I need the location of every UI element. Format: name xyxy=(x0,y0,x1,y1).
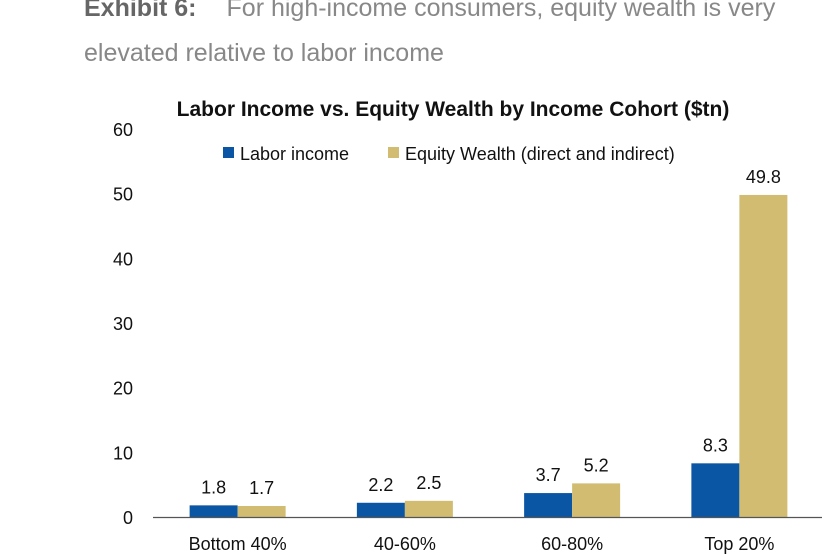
data-label: 3.7 xyxy=(536,465,561,485)
exhibit-title-line1: For high-income consumers, equity wealth… xyxy=(226,0,776,22)
data-label: 49.8 xyxy=(746,167,781,187)
y-tick-label: 0 xyxy=(123,508,133,528)
y-tick-label: 20 xyxy=(113,379,133,399)
bar-labor-income xyxy=(691,463,740,517)
data-label: 2.5 xyxy=(416,473,441,493)
y-tick-label: 10 xyxy=(113,443,133,463)
legend-swatch-equity-wealth xyxy=(388,147,399,158)
x-tick-label: 40-60% xyxy=(374,534,436,554)
bar-equity-wealth xyxy=(404,500,453,517)
chart-title: Labor Income vs. Equity Wealth by Income… xyxy=(177,98,730,121)
x-tick-label: Bottom 40% xyxy=(189,534,287,554)
x-axis: Bottom 40% 40-60% 60-80% Top 20% xyxy=(153,516,822,554)
legend-label: Equity Wealth (direct and indirect) xyxy=(405,144,675,164)
chart-legend: Labor income Equity Wealth (direct and in… xyxy=(223,144,675,164)
y-tick-label: 50 xyxy=(113,185,133,205)
x-tick-label: Top 20% xyxy=(704,534,774,554)
y-tick-label: 40 xyxy=(113,249,133,269)
bar-labor-income xyxy=(356,502,405,517)
data-label: 2.2 xyxy=(368,475,393,495)
x-tick-label: 60-80% xyxy=(541,534,603,554)
data-label: 1.7 xyxy=(249,478,274,498)
data-label: 8.3 xyxy=(703,435,728,455)
bar-labor-income xyxy=(189,505,238,517)
data-label: 5.2 xyxy=(584,455,609,475)
legend-swatch-labor-income xyxy=(223,147,234,158)
legend-label: Labor income xyxy=(240,144,349,164)
y-tick-label: 30 xyxy=(113,314,133,334)
exhibit-caption: Exhibit 6: For high-income consumers, equ… xyxy=(84,0,814,76)
exhibit-line-1: Exhibit 6: For high-income consumers, equ… xyxy=(84,0,814,31)
exhibit-title-line2: elevated relative to labor income xyxy=(84,39,444,67)
bar-equity-wealth xyxy=(572,483,621,517)
bar-equity-wealth xyxy=(739,194,788,517)
bar-equity-wealth xyxy=(237,506,286,517)
exhibit-label: Exhibit 6: xyxy=(84,0,197,22)
bars: 1.8 1.7 2.2 2.5 3.7 5.2 8.3 49.8 xyxy=(189,167,788,517)
bar-labor-income xyxy=(524,493,573,517)
data-label: 1.8 xyxy=(201,477,226,497)
y-axis: 0 10 20 30 40 50 60 xyxy=(113,120,133,528)
y-tick-label: 60 xyxy=(113,120,133,140)
